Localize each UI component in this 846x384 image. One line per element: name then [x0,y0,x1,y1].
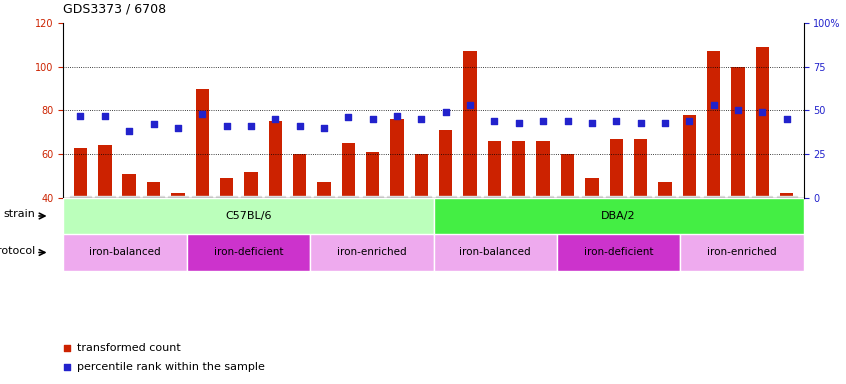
Point [658,119,672,126]
Bar [293,154,306,198]
Bar [658,182,672,198]
Bar [63,198,433,234]
Bar [433,234,557,271]
Bar [310,234,433,271]
Text: iron-balanced: iron-balanced [90,247,161,258]
Bar [342,143,355,198]
Bar [220,178,233,198]
Point [98,113,112,119]
Text: GDS3373 / 6708: GDS3373 / 6708 [63,2,167,15]
Bar [390,119,404,198]
Bar [74,147,87,198]
Point [171,125,184,131]
Bar [63,234,187,271]
Point [415,116,428,122]
Point [683,118,696,124]
Bar [187,234,310,271]
Bar [683,115,696,198]
Bar [780,194,794,198]
Point [464,102,477,108]
Text: strain: strain [3,209,35,219]
Point [268,116,282,122]
Text: C57BL/6: C57BL/6 [225,211,272,221]
Text: percentile rank within the sample: percentile rank within the sample [77,362,265,372]
Point [780,116,794,122]
Text: transformed count: transformed count [77,343,180,353]
Point [342,114,355,121]
Text: iron-enriched: iron-enriched [707,247,777,258]
Point [293,123,306,129]
Point [707,102,721,108]
Bar [433,198,804,234]
Point [317,125,331,131]
Text: iron-enriched: iron-enriched [337,247,407,258]
Bar [557,234,680,271]
Point [60,344,74,351]
Bar [731,67,744,198]
Bar [488,141,501,198]
Point [536,118,550,124]
Bar [561,154,574,198]
Bar [268,121,282,198]
Point [366,116,380,122]
Point [390,113,404,119]
Point [123,128,136,134]
Bar [707,51,720,198]
Bar [123,174,136,198]
Point [731,107,744,114]
Bar [244,172,258,198]
Bar [98,146,112,198]
Bar [512,141,525,198]
Point [487,118,501,124]
Bar [415,154,428,198]
Text: DBA/2: DBA/2 [602,211,636,221]
Bar [147,182,160,198]
Bar [439,130,453,198]
Point [146,121,160,127]
Text: iron-deficient: iron-deficient [584,247,653,258]
Bar [317,182,331,198]
Bar [755,47,769,198]
Point [512,119,525,126]
Point [439,109,453,115]
Point [74,113,87,119]
Text: iron-balanced: iron-balanced [459,247,531,258]
Point [244,123,258,129]
Point [609,118,623,124]
Bar [195,89,209,198]
Point [60,364,74,370]
Text: protocol: protocol [0,246,35,256]
Bar [171,194,184,198]
Point [634,119,647,126]
Bar [464,51,477,198]
Bar [680,234,804,271]
Point [755,109,769,115]
Point [220,123,233,129]
Point [561,118,574,124]
Text: iron-deficient: iron-deficient [214,247,283,258]
Bar [585,178,599,198]
Bar [609,139,623,198]
Point [195,111,209,117]
Point [585,119,599,126]
Bar [366,152,379,198]
Bar [634,139,647,198]
Bar [536,141,550,198]
